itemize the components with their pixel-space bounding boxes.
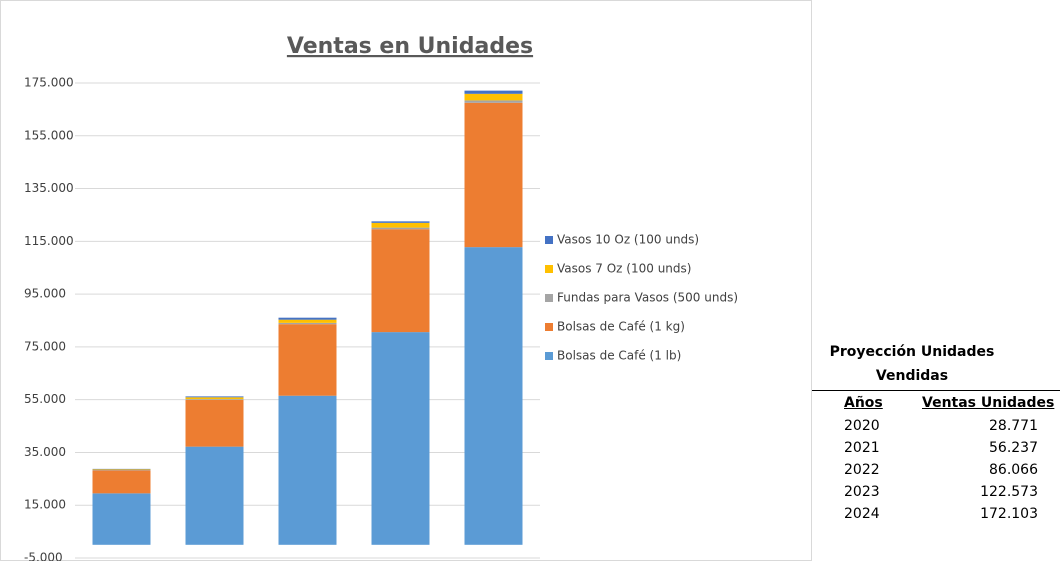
table-row: 2022 86.066: [812, 459, 1060, 481]
table-row: 2023 122.573: [812, 481, 1060, 503]
legend-swatch: [545, 352, 553, 360]
table-row: 2020 28.771: [812, 415, 1060, 437]
table-cell: 86.066: [989, 462, 1038, 478]
y-tick-label: 135.000: [24, 181, 74, 195]
table-cell: 2021: [844, 440, 880, 456]
bar-segment: [464, 90, 523, 94]
bar-segment: [371, 229, 430, 333]
bar-segment: [278, 322, 337, 325]
table-cell: 2023: [844, 484, 880, 500]
bar-segment: [464, 247, 523, 545]
legend-label: Fundas para Vasos (500 unds): [557, 291, 738, 305]
column-header: Años: [844, 395, 883, 411]
table-header: Años Ventas Unidades: [812, 390, 1060, 415]
bar-segment: [185, 446, 244, 545]
bar-segment: [371, 222, 430, 228]
bar-segment: [92, 470, 151, 494]
y-tick-label: 15.000: [24, 498, 66, 512]
y-tick-label: 115.000: [24, 234, 74, 248]
legend-label: Bolsas de Café (1 kg): [557, 320, 685, 334]
bar-segment: [278, 395, 337, 545]
legend-label: Vasos 7 Oz (100 unds): [557, 262, 691, 276]
chart-title: Ventas en Unidades: [287, 34, 533, 59]
bar-segment: [464, 93, 523, 101]
legend-label: Bolsas de Café (1 lb): [557, 349, 681, 363]
y-tick-label: 155.000: [24, 128, 74, 142]
table-cell: 2024: [844, 506, 880, 522]
bar-segment: [278, 324, 337, 396]
legend-swatch: [545, 294, 553, 302]
legend-swatch: [545, 323, 553, 331]
table: Proyección Unidades Vendidas Años Ventas…: [812, 340, 1060, 561]
table-cell: 2022: [844, 462, 880, 478]
y-tick-label: -5.000: [24, 551, 63, 561]
y-tick-label: 55.000: [24, 392, 66, 406]
table-cell: 122.573: [980, 484, 1038, 500]
table-cell: 2020: [844, 418, 880, 434]
bar-segment: [92, 493, 151, 545]
y-tick-label: 35.000: [24, 445, 66, 459]
legend-swatch: [545, 265, 553, 273]
table-cell: 172.103: [980, 506, 1038, 522]
bar-segment: [371, 221, 430, 223]
bar-segment: [278, 317, 337, 320]
bar-segment: [371, 227, 430, 230]
bar-segment: [278, 319, 337, 323]
column-header: Ventas Unidades: [922, 395, 1055, 411]
bar-segment: [185, 397, 244, 400]
table-cell: 28.771: [989, 418, 1038, 434]
y-tick-label: 95.000: [24, 287, 66, 301]
table-title: Proyección Unidades Vendidas: [829, 344, 995, 384]
y-tick-label: 175.000: [24, 76, 74, 90]
bar-segment: [185, 399, 244, 400]
chart: Ventas en Unidades -5.000 15.000 35.000 55.…: [0, 0, 812, 561]
bar-segment: [464, 100, 523, 103]
bar-segment: [185, 399, 244, 447]
table-row: 2024 172.103: [812, 503, 1060, 525]
table-row: 2021 56.237: [812, 437, 1060, 459]
bar-segment: [92, 469, 151, 470]
table-body: 2020 28.771 2021 56.237 2022 86.066 2023 122.57…: [812, 415, 1060, 525]
table-cell: 56.237: [989, 440, 1038, 456]
y-tick-label: 75.000: [24, 339, 66, 353]
bar-segment: [185, 396, 244, 398]
legend-label: Vasos 10 Oz (100 unds): [557, 233, 699, 247]
legend-swatch: [545, 236, 553, 244]
bar-segment: [371, 332, 430, 545]
bar-segment: [464, 102, 523, 248]
